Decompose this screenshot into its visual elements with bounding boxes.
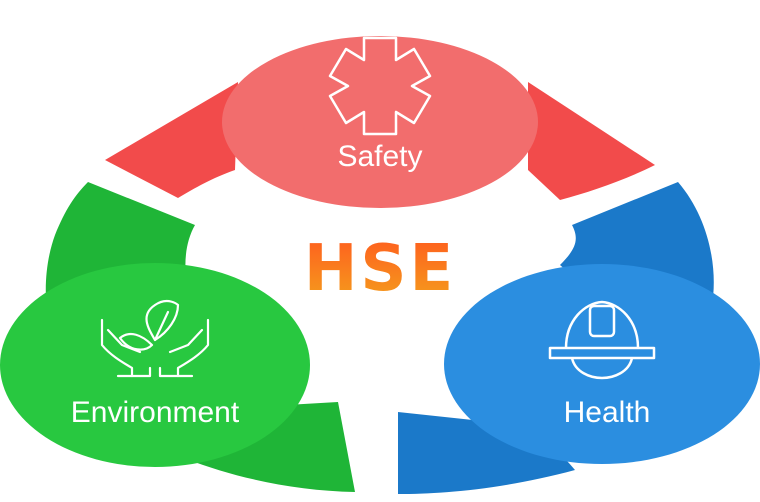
- safety-label: Safety: [337, 140, 423, 173]
- hands-with-plant-icon: [100, 299, 210, 378]
- safety-ellipse[interactable]: [222, 36, 538, 208]
- environment-ellipse[interactable]: [0, 263, 310, 467]
- environment-label: Environment: [70, 396, 240, 429]
- hard-hat-icon: [548, 300, 656, 380]
- health-label: Health: [563, 396, 651, 429]
- health-ellipse[interactable]: [444, 264, 760, 464]
- safety-band: [105, 82, 238, 198]
- safety-band-right: [528, 82, 655, 200]
- hse-logo: HSE: [304, 232, 456, 306]
- star-of-life-icon: [328, 36, 432, 136]
